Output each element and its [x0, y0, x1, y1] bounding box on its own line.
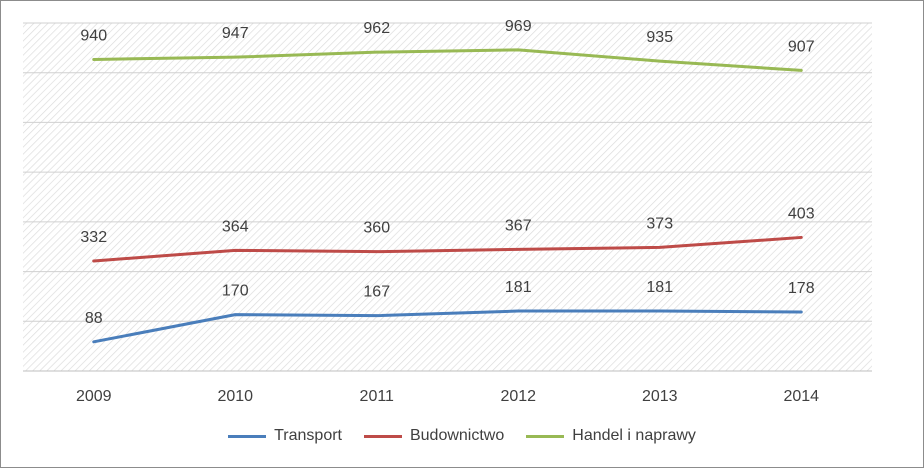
legend: Transport Budownictwo Handel i naprawy [0, 424, 924, 448]
data-label: 170 [222, 283, 249, 300]
data-label: 947 [222, 25, 249, 42]
legend-label: Budownictwo [409, 427, 505, 444]
legend-label: Transport [274, 427, 342, 444]
x-tick-label: 2009 [76, 388, 112, 405]
data-label: 962 [363, 20, 390, 37]
data-label: 940 [80, 27, 107, 44]
legend-item: Handel i naprawy [526, 427, 696, 445]
legend-item: Transport [228, 427, 342, 445]
data-label: 907 [788, 38, 815, 55]
data-label: 181 [646, 279, 673, 296]
x-tick-label: 2010 [217, 388, 253, 405]
x-tick-label: 2011 [360, 388, 395, 405]
data-label: 88 [85, 310, 103, 327]
legend-item: Budownictwo [363, 427, 505, 445]
legend-swatch [526, 434, 565, 438]
legend-swatch [363, 434, 402, 438]
legend-swatch [228, 434, 267, 438]
data-label: 364 [222, 218, 249, 235]
x-tick-label: 2012 [500, 388, 536, 405]
x-tick-label: 2013 [642, 388, 678, 405]
legend-label: Handel i naprawy [572, 427, 696, 444]
data-label: 167 [363, 284, 390, 301]
data-label: 969 [505, 18, 532, 35]
x-tick-label: 2014 [783, 388, 819, 405]
series-line-2 [92, 48, 803, 72]
data-label: 403 [788, 205, 815, 222]
data-label: 181 [505, 279, 532, 296]
data-label: 178 [788, 280, 815, 297]
line-chart: 88 170 167 181 181 178 332 364 360 367 373 403 940 94… [23, 18, 872, 405]
data-label: 332 [80, 229, 107, 246]
data-label: 367 [505, 217, 532, 234]
data-label: 360 [363, 220, 390, 237]
series-line-1 [92, 235, 803, 263]
series-line-0 [92, 309, 803, 344]
plot-area [23, 23, 872, 371]
data-label: 373 [646, 215, 673, 232]
data-label: 935 [646, 29, 673, 46]
